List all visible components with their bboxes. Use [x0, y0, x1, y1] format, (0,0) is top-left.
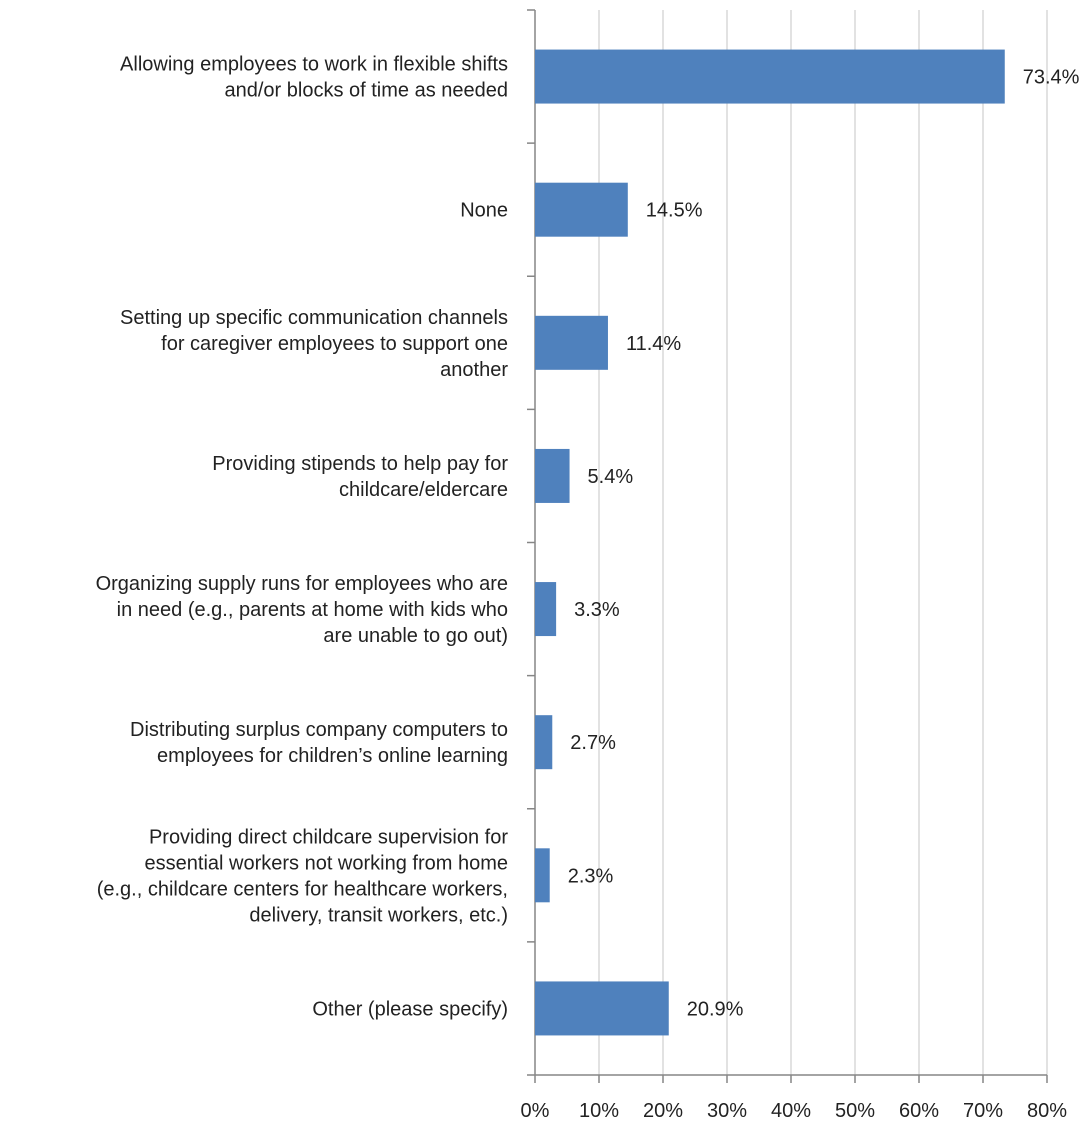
data-label: 20.9% [687, 998, 744, 1020]
category-label-line: another [440, 359, 508, 381]
x-tick-label: 40% [771, 1100, 811, 1122]
category-label-line: in need (e.g., parents at home with kids… [117, 599, 508, 621]
bar [535, 315, 608, 370]
axes [527, 9, 1048, 1083]
category-label: Providing direct childcare supervision f… [97, 826, 509, 926]
category-label-line: essential workers not working from home [145, 852, 508, 874]
x-tick-label: 80% [1027, 1100, 1067, 1122]
bar [535, 848, 550, 903]
bar [535, 582, 557, 637]
category-labels: Allowing employees to work in flexible s… [96, 54, 509, 1021]
category-label-line: and/or blocks of time as needed [224, 80, 508, 102]
category-label-line: are unable to go out) [323, 625, 508, 647]
bar [535, 981, 669, 1036]
category-label-line: (e.g., childcare centers for healthcare … [97, 878, 508, 900]
category-label-line: for caregiver employees to support one [161, 333, 508, 355]
data-label: 2.3% [568, 865, 614, 887]
category-label: Distributing surplus company computers t… [130, 719, 508, 767]
category-label-line: employees for children’s online learning [157, 745, 508, 767]
category-label-line: delivery, transit workers, etc.) [249, 904, 508, 926]
category-label: Allowing employees to work in flexible s… [120, 54, 508, 102]
x-tick-label: 20% [643, 1100, 683, 1122]
x-tick-label: 70% [963, 1100, 1003, 1122]
x-tick-label: 10% [579, 1100, 619, 1122]
x-tick-label: 50% [835, 1100, 875, 1122]
data-label: 11.4% [626, 333, 681, 355]
category-label-line: Organizing supply runs for employees who… [96, 573, 508, 595]
category-label: None [460, 200, 508, 222]
data-labels: 73.4% 14.5% 11.4% 5.4% 3.3% 2.7% 2.3% 20.9% [568, 67, 1080, 1021]
category-label-line: Providing stipends to help pay for [212, 453, 508, 475]
category-label: Providing stipends to help pay for childc… [212, 453, 508, 501]
x-tick-label: 0% [521, 1100, 550, 1122]
bar [535, 182, 628, 237]
bar [535, 448, 570, 503]
bar [535, 715, 553, 770]
x-tick-labels: 0% 10% 20% 30% 40% 50% 60% 70% 80% [521, 1100, 1068, 1122]
x-tick-label: 30% [707, 1100, 747, 1122]
data-label: 14.5% [646, 200, 703, 222]
category-label-line: Distributing surplus company computers t… [130, 719, 508, 741]
category-label: Other (please specify) [312, 998, 508, 1020]
category-label-line: Providing direct childcare supervision f… [149, 826, 508, 848]
category-label-line: childcare/eldercare [339, 479, 508, 501]
data-label: 5.4% [588, 466, 634, 488]
category-label-line: Setting up specific communication channe… [120, 307, 508, 329]
x-tick-label: 60% [899, 1100, 939, 1122]
category-label-line: Other (please specify) [312, 998, 508, 1020]
bar [535, 49, 1005, 104]
data-label: 73.4% [1023, 67, 1080, 89]
category-label-line: None [460, 200, 508, 222]
gridlines [598, 10, 1048, 1075]
category-label: Setting up specific communication channe… [120, 307, 508, 381]
category-label-line: Allowing employees to work in flexible s… [120, 54, 508, 76]
data-label: 2.7% [570, 732, 616, 754]
bars [535, 49, 1005, 1036]
category-label: Organizing supply runs for employees who… [96, 573, 508, 647]
data-label: 3.3% [574, 599, 620, 621]
